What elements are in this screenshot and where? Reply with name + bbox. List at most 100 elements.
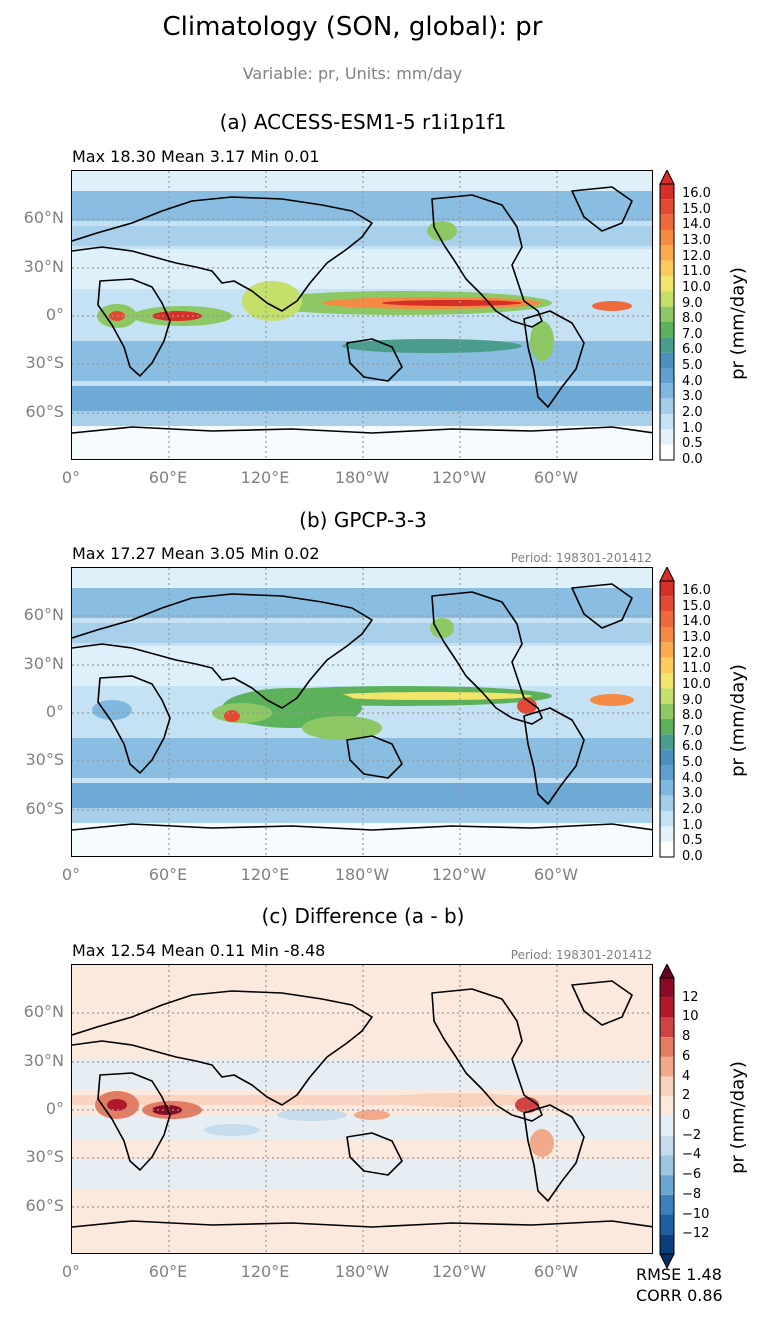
panel-a-title: (a) ACCESS-ESM1-5 r1i1p1f1 [219, 110, 507, 134]
colorbar-label: pr (mm/day) [727, 267, 749, 380]
colorbar-tick-label: 8.0 [682, 708, 703, 724]
lon-tick-label: 60°E [148, 468, 188, 487]
lon-tick-label: 180°W [334, 865, 390, 884]
colorbar-tick-label: 8 [682, 1029, 691, 1045]
colorbar-tick-label: 8.0 [682, 311, 703, 327]
lat-tick-label: 60°S [25, 402, 64, 421]
colorbar-tick-label: 3.0 [682, 786, 703, 802]
lat-tick-label: 0° [45, 1099, 64, 1118]
figure-subtitle: Variable: pr, Units: mm/day [242, 64, 463, 83]
colorbar-tick-label: −2 [682, 1127, 702, 1143]
colorbar-tick-label: −6 [682, 1167, 702, 1183]
colorbar-tick-label: 0.0 [682, 452, 703, 467]
colorbar-tick-label: 13.0 [682, 629, 711, 645]
lon-tick-label: 120°E [240, 468, 290, 487]
panel-b-title: (b) GPCP-3-3 [299, 508, 427, 532]
colorbar [659, 170, 675, 461]
lon-tick-label: 120°E [240, 1262, 290, 1281]
colorbar [659, 964, 675, 1270]
colorbar-tick-label: 4.0 [682, 770, 703, 786]
colorbar-tick-label: 4 [682, 1068, 691, 1084]
lat-tick-label: 30°N [23, 257, 64, 276]
lat-tick-label: 30°N [23, 654, 64, 673]
lon-tick-label: 0° [61, 865, 81, 884]
lon-tick-label: 60°W [533, 1262, 579, 1281]
lat-tick-label: 0° [45, 702, 64, 721]
colorbar-label: pr (mm/day) [727, 1061, 749, 1174]
lat-tick-label: 30°N [23, 1051, 64, 1070]
colorbar-tick-label: 9.0 [682, 692, 703, 708]
colorbar-tick-label: 0.0 [682, 849, 703, 864]
panel-c-title: (c) Difference (a - b) [261, 904, 465, 928]
colorbar-tick-label: 1.0 [682, 420, 703, 436]
colorbar-tick-label: 10.0 [682, 676, 711, 692]
panel-a-stats: Max 18.30 Mean 3.17 Min 0.01 [72, 147, 320, 166]
lon-tick-label: 60°E [148, 1262, 188, 1281]
colorbar-tick-label: 5.0 [682, 358, 703, 374]
colorbar-tick-label: 13.0 [682, 232, 711, 248]
lon-tick-label: 0° [61, 468, 81, 487]
map-svg [72, 171, 652, 459]
panel-c-map [71, 964, 653, 1254]
colorbar-tick-label: 12 [682, 989, 699, 1005]
colorbar [659, 567, 675, 858]
colorbar-tick-label: 0.5 [682, 833, 703, 849]
colorbar-tick-label: 16.0 [682, 186, 711, 201]
lon-tick-label: 120°W [431, 468, 487, 487]
colorbar-tick-label: 2 [682, 1088, 691, 1104]
lat-tick-label: 60°S [25, 1196, 64, 1215]
colorbar-tick-label: 3.0 [682, 389, 703, 405]
lat-tick-label: 60°N [23, 208, 64, 227]
map-svg [72, 568, 652, 856]
colorbar-tick-label: 0 [682, 1108, 691, 1123]
colorbar-tick-label: 6.0 [682, 739, 703, 755]
colorbar-label: pr (mm/day) [727, 664, 749, 777]
colorbar-tick-label: 6 [682, 1048, 691, 1064]
panel-b-period: Period: 198301-201412 [510, 551, 652, 565]
colorbar-tick-label: 15.0 [682, 201, 711, 217]
lat-tick-label: 60°S [25, 799, 64, 818]
colorbar-tick-label: 11.0 [682, 661, 711, 677]
lon-tick-label: 60°W [533, 865, 579, 884]
lon-tick-label: 60°W [533, 468, 579, 487]
corr-value: CORR 0.86 [636, 1286, 723, 1305]
colorbar-tick-label: 16.0 [682, 583, 711, 598]
colorbar-tick-label: 4.0 [682, 373, 703, 389]
lon-tick-label: 120°E [240, 865, 290, 884]
colorbar-tick-label: −8 [682, 1186, 702, 1202]
lat-tick-label: 60°N [23, 605, 64, 624]
colorbar-tick-label: 10.0 [682, 279, 711, 295]
lat-tick-label: 30°S [25, 353, 64, 372]
colorbar-tick-label: 2.0 [682, 405, 703, 421]
colorbar-tick-label: −12 [682, 1226, 710, 1242]
figure-title: Climatology (SON, global): pr [162, 12, 543, 42]
colorbar-tick-label: 1.0 [682, 817, 703, 833]
lon-tick-label: 60°E [148, 865, 188, 884]
colorbar-tick-label: −10 [682, 1206, 710, 1222]
panel-b-stats: Max 17.27 Mean 3.05 Min 0.02 [72, 544, 320, 563]
colorbar-tick-label: 0.5 [682, 436, 703, 452]
colorbar-tick-label: 6.0 [682, 342, 703, 358]
colorbar-tick-label: 5.0 [682, 755, 703, 771]
panel-a-map [71, 170, 653, 460]
lat-tick-label: 0° [45, 305, 64, 324]
colorbar-tick-label: 2.0 [682, 802, 703, 818]
lon-tick-label: 180°W [334, 468, 390, 487]
colorbar-tick-label: 7.0 [682, 326, 703, 342]
lat-tick-label: 60°N [23, 1002, 64, 1021]
colorbar-tick-label: 12.0 [682, 645, 711, 661]
colorbar-tick-label: −4 [682, 1147, 702, 1163]
colorbar-tick-label: 11.0 [682, 264, 711, 280]
colorbar-tick-label: 14.0 [682, 217, 711, 233]
colorbar-tick-label: 15.0 [682, 598, 711, 614]
lon-tick-label: 120°W [431, 865, 487, 884]
lat-tick-label: 30°S [25, 750, 64, 769]
colorbar-tick-label: 10 [682, 1009, 699, 1025]
panel-c-period: Period: 198301-201412 [510, 948, 652, 962]
rmse-value: RMSE 1.48 [636, 1265, 722, 1284]
map-svg [72, 965, 652, 1253]
colorbar-tick-label: 7.0 [682, 723, 703, 739]
panel-b-map [71, 567, 653, 857]
lat-tick-label: 30°S [25, 1147, 64, 1166]
colorbar-tick-label: 9.0 [682, 295, 703, 311]
